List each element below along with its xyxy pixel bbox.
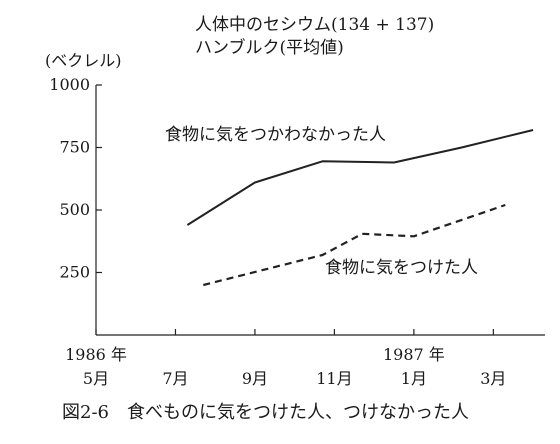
y-tick-label: 250 bbox=[59, 263, 90, 282]
x-tick-label: 5月 bbox=[83, 369, 109, 388]
x-year-label: 1986 年 bbox=[65, 345, 127, 364]
y-tick-label: 750 bbox=[59, 138, 90, 157]
y-axis-label: (ベクレル) bbox=[45, 51, 122, 70]
series-line-2 bbox=[203, 203, 506, 287]
axes bbox=[95, 85, 545, 336]
ticks: 250 500 750 1000 5月 1986 年 7月 9月 11月 1月 1987 年 3月 bbox=[49, 75, 506, 388]
x-tick-label: 1月 bbox=[401, 369, 427, 388]
chart-subtitle: ハンブルク(平均値) bbox=[195, 37, 344, 58]
x-tick-label: 3月 bbox=[480, 369, 506, 388]
x-tick-label: 9月 bbox=[242, 369, 268, 388]
x-tick-label: 11月 bbox=[316, 369, 352, 388]
y-tick-label: 500 bbox=[59, 200, 90, 219]
series bbox=[186, 129, 534, 287]
chart-title: 人体中のセシウム(134 + 137) bbox=[195, 15, 434, 35]
y-tick-label: 1000 bbox=[49, 75, 90, 94]
figure-caption: 図2-6 食べものに気をつけた人、つけなかった人 bbox=[62, 402, 469, 423]
series-label-1: 食物に気をつかわなかった人 bbox=[165, 125, 386, 145]
x-year-label: 1987 年 bbox=[383, 345, 445, 364]
series-line-1 bbox=[186, 129, 534, 226]
series-label-2: 食物に気をつけた人 bbox=[325, 258, 478, 278]
x-tick-label: 7月 bbox=[162, 369, 188, 388]
